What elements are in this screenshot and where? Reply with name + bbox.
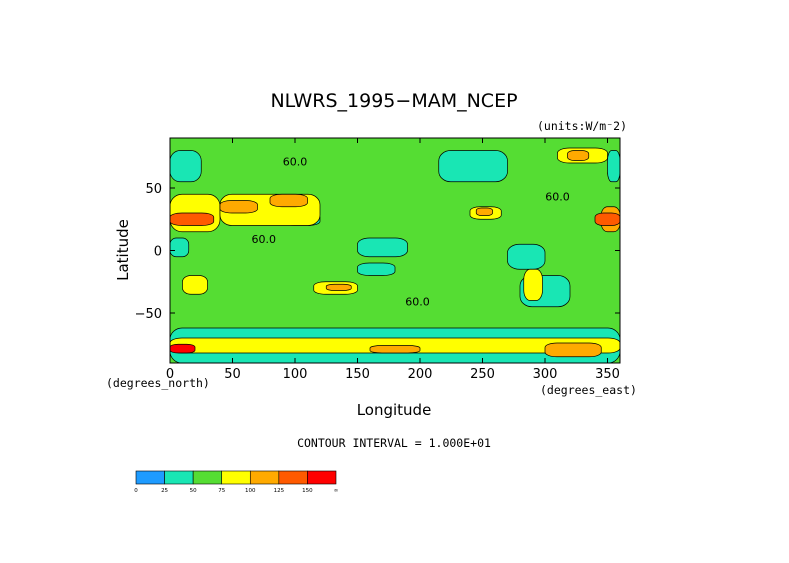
field-region	[438, 150, 508, 183]
field-region	[607, 150, 620, 183]
y-axis-title: Latitude	[114, 219, 132, 281]
x-tick-label: 100	[283, 367, 308, 382]
y-unit-label: (degrees_north)	[106, 376, 210, 390]
x-tick-label: 300	[533, 367, 558, 382]
field-region	[170, 237, 190, 258]
x-tick-label: 50	[224, 367, 241, 382]
x-tick-label: 150	[345, 367, 370, 382]
colorbar-label: 50	[190, 488, 197, 494]
x-axis: 0 50 100 150 200 250 300 350	[166, 138, 620, 382]
y-tick-label: 0	[154, 245, 162, 260]
field-region	[507, 243, 546, 270]
field-region	[357, 237, 408, 258]
colorbar-label: 25	[161, 488, 168, 494]
x-tick-label: 250	[470, 367, 495, 382]
field-region	[523, 268, 543, 301]
contour-label: 60.0	[405, 296, 430, 309]
plot-area	[169, 137, 621, 364]
field-region	[567, 150, 590, 161]
colorbar-swatch	[221, 470, 251, 485]
contour-interval: CONTOUR INTERVAL = 1.000E+01	[297, 436, 491, 450]
x-tick-label: 200	[408, 367, 433, 382]
field-region	[475, 207, 493, 216]
contour-label: 60.0	[545, 191, 570, 204]
field-region	[182, 275, 208, 295]
colorbar-swatch	[192, 470, 223, 485]
chart-title: NLWRS_1995−MAM_NCEP	[270, 90, 517, 112]
colorbar-swatch	[249, 470, 280, 485]
colorbar-label: 75	[218, 488, 225, 494]
colorbar-label: ∞	[334, 488, 339, 494]
x-tick-label: 0	[166, 367, 174, 382]
contour-label: 60.0	[283, 156, 308, 169]
field-layer	[170, 138, 620, 363]
colorbar-label: 0	[134, 488, 138, 494]
field-region	[357, 262, 396, 276]
field-region	[369, 345, 421, 354]
contour-label: 60.0	[252, 233, 277, 246]
units-label: (units:W/m⁻2)	[537, 119, 627, 133]
colorbar-swatch	[307, 470, 337, 485]
y-tick-label: −50	[135, 307, 162, 322]
colorbar-label: 150	[302, 488, 313, 494]
field-region	[325, 283, 352, 291]
colorbar-swatch	[164, 470, 194, 485]
colorbar-label: 125	[274, 488, 285, 494]
x-tick-label: 350	[595, 367, 620, 382]
colorbar-label: 100	[245, 488, 256, 494]
colorbar-swatch	[135, 470, 165, 485]
field-region	[170, 150, 202, 183]
colorbar-swatch	[278, 470, 308, 485]
field-region	[170, 212, 215, 226]
x-unit-label: (degrees_east)	[540, 383, 637, 397]
field-region	[544, 342, 602, 358]
field-region	[170, 343, 196, 354]
y-axis: −50 0 50	[135, 182, 620, 322]
contour-labels: 60.0 60.0 60.0 60.0	[252, 156, 570, 309]
y-tick-label: 50	[145, 182, 162, 197]
colorbar: 0 25 50 75 100 125 150 ∞	[134, 470, 339, 494]
field-region	[594, 212, 620, 226]
field-region	[269, 193, 308, 208]
x-axis-title: Longitude	[357, 401, 432, 419]
field-region	[219, 200, 258, 214]
